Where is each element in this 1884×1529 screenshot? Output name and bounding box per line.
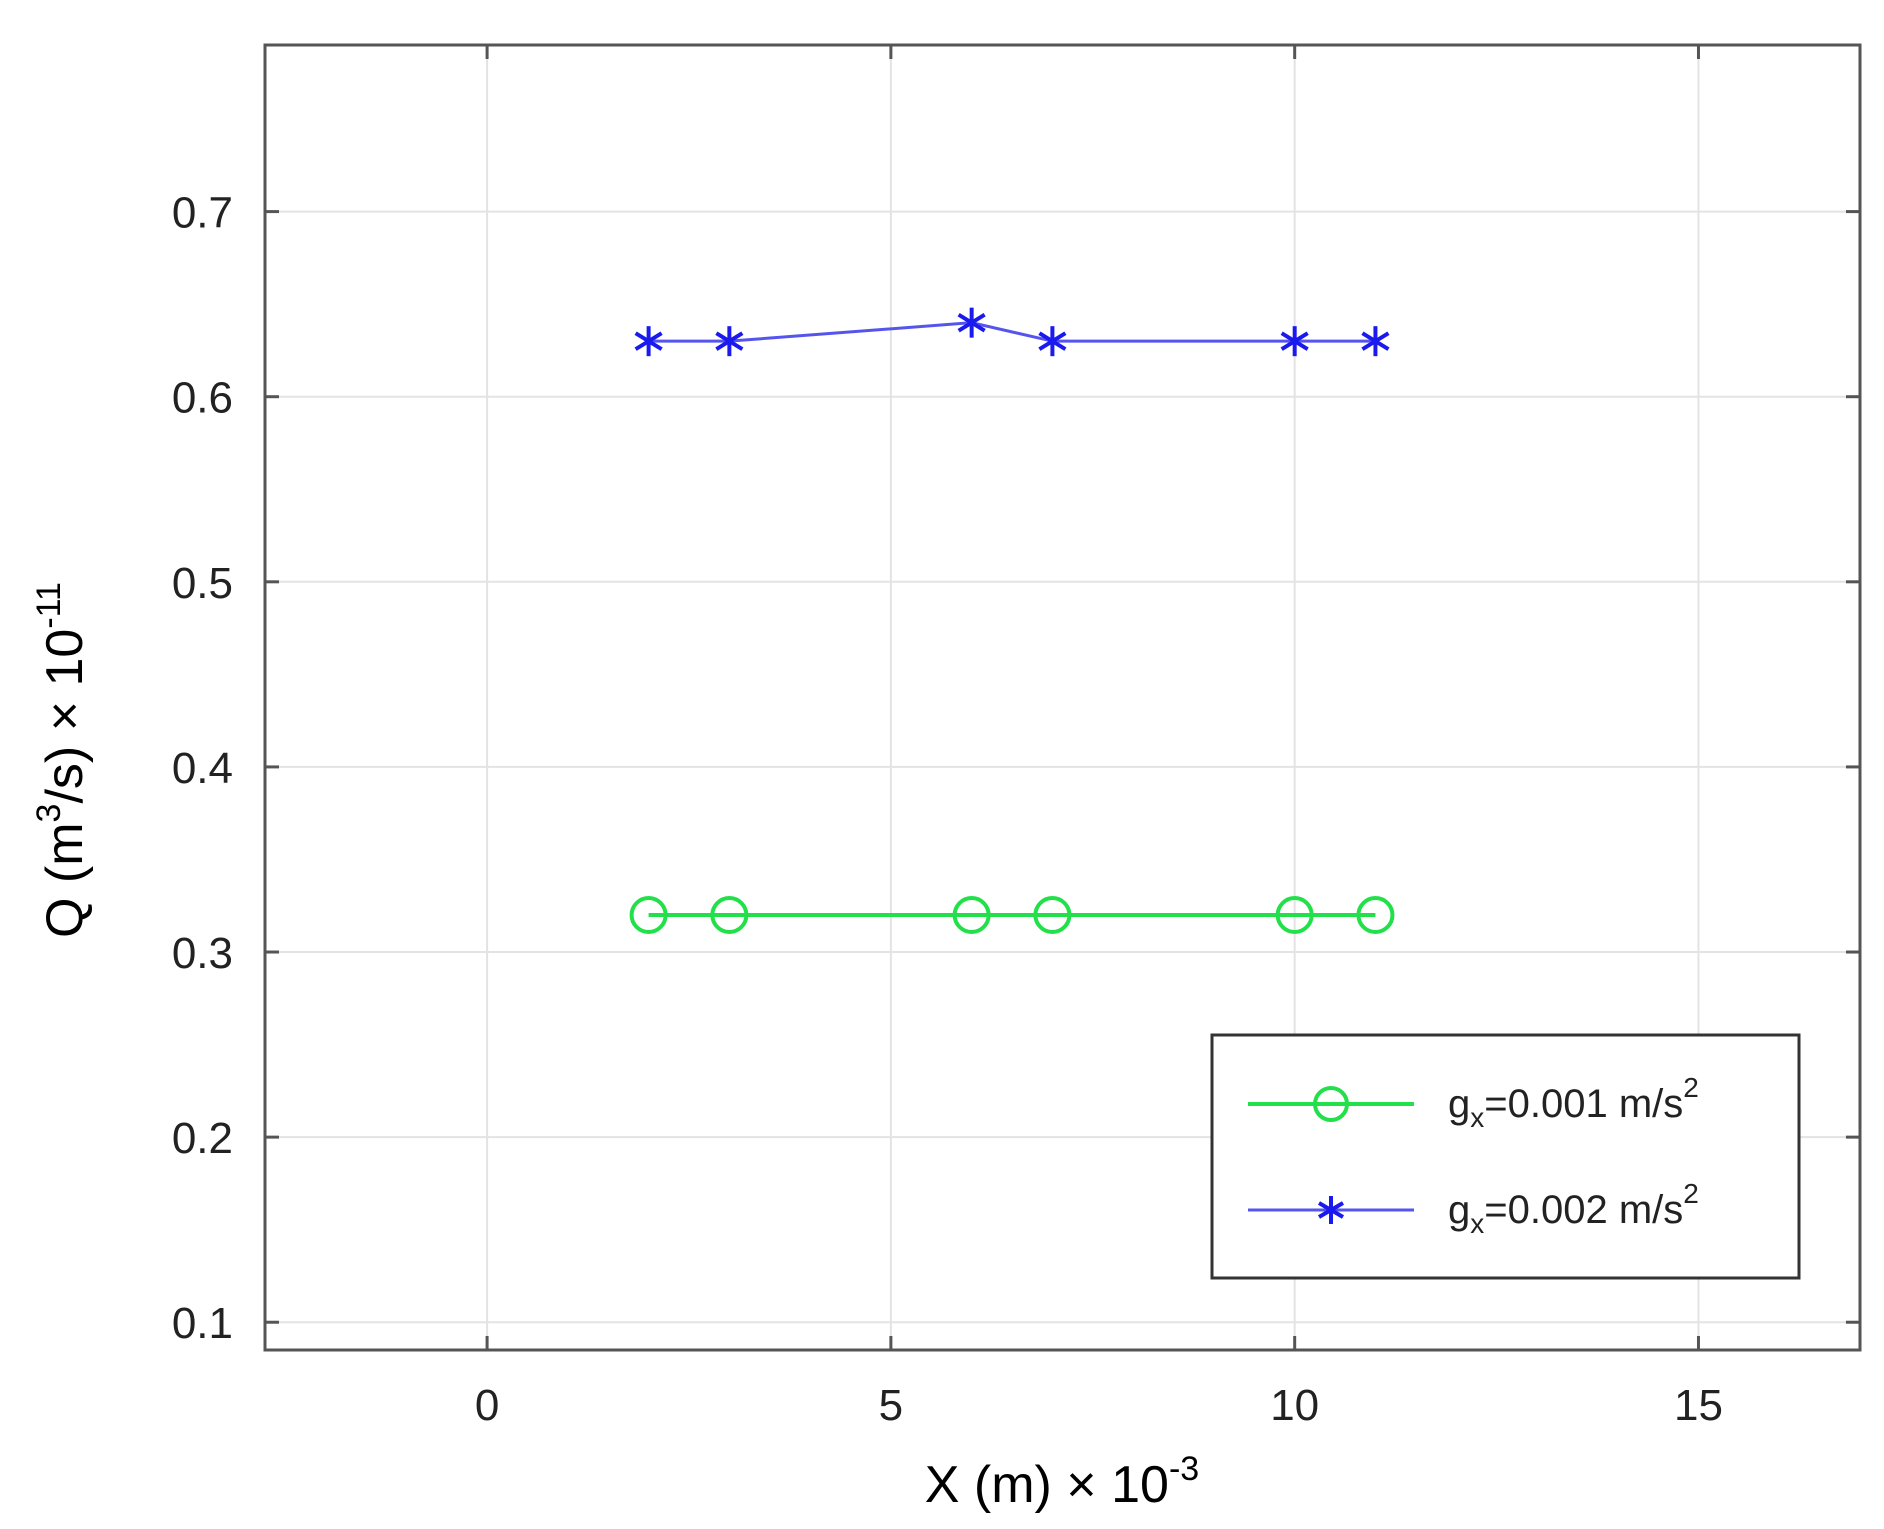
data-point [715,326,744,357]
y-axis-title-part-2: 3 [30,804,68,823]
legend-box [1210,1033,1801,1280]
plot-frame [263,43,1862,1352]
legend-label-1-text: =0.001 m/s [1484,1082,1683,1126]
y-axis-title-part-1: Q (m [36,822,94,938]
legend-marker-asterisk [1317,1196,1345,1224]
legend-label-1-sub: x [1470,1102,1484,1133]
legend-label-2-sub: x [1470,1208,1484,1239]
legend-entry-2: gx=0.002 m/s2 [1248,1178,1699,1239]
series-line [648,321,1376,343]
y-tick-label: 0.7 [172,189,233,238]
data-point [1275,896,1314,934]
data-point [710,896,749,934]
legend-label-2-sup: 2 [1683,1178,1699,1209]
data-point [1356,896,1395,934]
data-point [1361,326,1390,357]
legend-label-1: gx=0.001 m/s2 [1448,1072,1699,1133]
y-axis-title-part-3: /s) × 10 [36,629,94,804]
data-point [957,307,986,338]
x-tick-label: 15 [1674,1381,1723,1430]
data-point [634,326,663,357]
x-tick-label: 0 [475,1381,499,1430]
legend-label-2-base: g [1448,1188,1470,1232]
y-tick-label: 0.4 [172,744,233,793]
y-axis-title: Q (m3/s) × 10-11 [30,582,94,938]
y-axis-title-part-4: -11 [30,582,68,629]
legend-marker-circle [1313,1086,1349,1122]
y-tick-label: 0.1 [172,1299,233,1348]
x-axis-title-exponent: -3 [1169,1450,1199,1488]
x-tick-label: 5 [879,1381,903,1430]
series-1 [629,896,1395,934]
y-tick-label: 0.5 [172,559,233,608]
legend-label-1-base: g [1448,1082,1470,1126]
legend-label-2-text: =0.002 m/s [1484,1188,1683,1232]
legend-label-2: gx=0.002 m/s2 [1448,1178,1699,1239]
x-axis-title-text: X (m) × 10 [925,1456,1169,1514]
data-point [1038,326,1067,357]
axis-ticks: 0 5 10 15 0.1 0.2 0.3 0.4 0.5 0.6 0.7 [172,45,1860,1430]
y-tick-label: 0.2 [172,1114,233,1163]
series-layer [629,307,1395,934]
data-point [629,896,668,934]
series-2 [634,307,1390,357]
data-point [952,896,991,934]
legend-entry-1: gx=0.001 m/s2 [1248,1072,1699,1133]
legend: gx=0.001 m/s2 gx=0.002 m/s2 [1210,1033,1801,1280]
legend-label-1-sup: 2 [1683,1072,1699,1103]
x-tick-label: 10 [1270,1381,1319,1430]
data-point [1033,896,1072,934]
y-tick-label: 0.6 [172,374,233,423]
grid-lines [265,45,1860,1350]
y-tick-label: 0.3 [172,929,233,978]
x-axis-title: X (m) × 10-3 [925,1450,1199,1514]
data-point [1280,326,1309,357]
